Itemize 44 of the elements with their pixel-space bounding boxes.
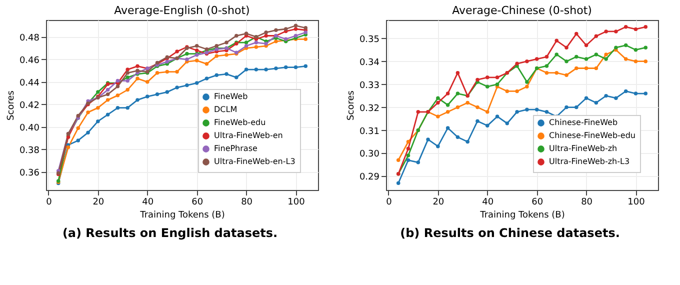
x-axis-title: Training Tokens (B): [139, 210, 225, 220]
chart-title: Average-English (0-shot): [114, 4, 250, 17]
legend-label: Ultra-FineWeb-zh-L3: [549, 157, 630, 166]
y-tick-label: 0.40: [19, 123, 40, 134]
x-axis-title: Training Tokens (B): [479, 210, 565, 220]
legend-label: Ultra-FineWeb-en: [214, 131, 283, 140]
legend-label: FineWeb-edu: [214, 118, 266, 127]
legend-label: FinePhrase: [214, 144, 258, 153]
x-tick-label: 100: [288, 198, 306, 208]
legend-label: Chinese-FineWeb-edu: [549, 131, 636, 140]
y-tick-label: 0.34: [359, 58, 380, 68]
text: (a) Results on English datasets.: [61, 226, 279, 240]
y-tick-label: 0.36: [19, 168, 40, 178]
y-tick-label: 0.29: [359, 172, 380, 183]
y-tick-label: 0.30: [359, 150, 380, 160]
x-tick-label: 80: [581, 198, 593, 208]
x-tick-label: 80: [241, 198, 253, 208]
y-tick-label: 0.46: [19, 56, 40, 66]
y-axis-title: Scores: [346, 90, 356, 120]
x-tick-label: 40: [482, 198, 494, 208]
y-tick-label: 0.48: [19, 33, 40, 44]
legend-label: FineWeb: [214, 92, 248, 101]
x-tick-label: 0: [386, 198, 392, 208]
y-tick-label: 0.33: [359, 80, 380, 91]
x-tick-label: 20: [92, 198, 104, 208]
y-axis-title: Scores: [6, 90, 16, 120]
chart-title: Average-Chinese (0-shot): [452, 4, 592, 17]
text: (b) Results on Chinese datasets.: [399, 226, 621, 240]
x-tick-label: 100: [628, 198, 646, 208]
x-tick-label: 40: [142, 198, 154, 208]
legend-label: DCLM: [214, 105, 238, 114]
x-tick-label: 20: [432, 198, 444, 208]
y-tick-label: 0.32: [359, 104, 380, 114]
y-tick-label: 0.44: [19, 78, 40, 88]
y-tick-label: 0.35: [359, 34, 380, 45]
y-tick-label: 0.38: [19, 146, 40, 156]
legend-label: Ultra-FineWeb-en-L3: [214, 157, 296, 166]
x-tick-label: 60: [192, 198, 204, 208]
y-tick-label: 0.42: [19, 100, 40, 111]
x-tick-label: 60: [532, 198, 544, 208]
legend-label: Ultra-FineWeb-zh: [549, 144, 618, 153]
legend-label: Chinese-FineWeb: [549, 118, 618, 127]
x-tick-label: 0: [46, 198, 52, 208]
y-tick-label: 0.31: [359, 126, 380, 137]
